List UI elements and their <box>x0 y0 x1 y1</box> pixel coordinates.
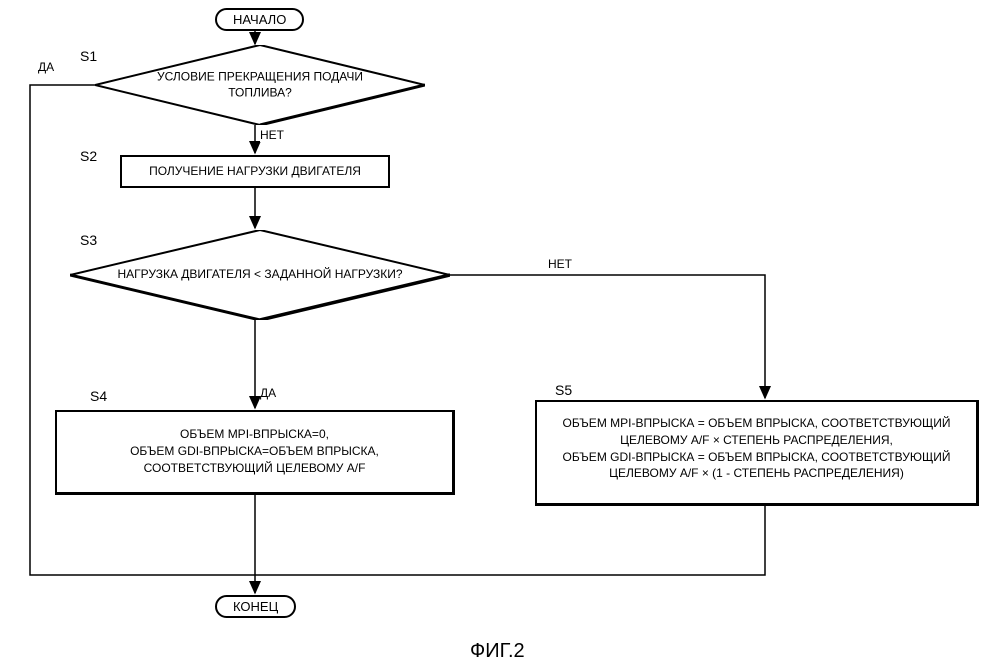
s4-line3: СООТВЕТСТВУЮЩИЙ ЦЕЛЕВОМУ A/F <box>69 460 440 477</box>
s5-line3: ОБЪЕМ GDI-ВПРЫСКА = ОБЪЕМ ВПРЫСКА, СООТВ… <box>549 449 964 466</box>
s2-label: S2 <box>80 148 97 164</box>
start-terminal: НАЧАЛО <box>215 8 304 31</box>
start-text: НАЧАЛО <box>233 12 286 27</box>
figure-label: ФИГ.2 <box>470 640 525 663</box>
s5-line4: ЦЕЛЕВОМУ A/F × (1 - СТЕПЕНЬ РАСПРЕДЕЛЕНИ… <box>549 465 964 482</box>
s2-process: ПОЛУЧЕНИЕ НАГРУЗКИ ДВИГАТЕЛЯ <box>120 155 390 188</box>
s5-label: S5 <box>555 382 572 398</box>
end-text: КОНЕЦ <box>233 599 278 614</box>
s4-line2: ОБЪЕМ GDI-ВПРЫСКА=ОБЪЕМ ВПРЫСКА, <box>69 443 440 460</box>
s3-no-label: НЕТ <box>548 257 572 271</box>
flowchart-container: НАЧАЛО S1 УСЛОВИЕ ПРЕКРАЩЕНИЯ ПОДАЧИ ТОП… <box>0 0 1000 671</box>
s2-text: ПОЛУЧЕНИЕ НАГРУЗКИ ДВИГАТЕЛЯ <box>149 164 361 178</box>
s1-no-label: НЕТ <box>260 128 284 142</box>
s1-text: УСЛОВИЕ ПРЕКРАЩЕНИЯ ПОДАЧИ ТОПЛИВА? <box>128 69 392 100</box>
s3-yes-label: ДА <box>260 386 276 400</box>
s4-line1: ОБЪЕМ MPI-ВПРЫСКА=0, <box>69 426 440 443</box>
s1-yes-label: ДА <box>38 60 54 74</box>
s5-line2: ЦЕЛЕВОМУ A/F × СТЕПЕНЬ РАСПРЕДЕЛЕНИЯ, <box>549 432 964 449</box>
s1-decision: УСЛОВИЕ ПРЕКРАЩЕНИЯ ПОДАЧИ ТОПЛИВА? <box>95 45 425 125</box>
s4-process: ОБЪЕМ MPI-ВПРЫСКА=0, ОБЪЕМ GDI-ВПРЫСКА=О… <box>55 410 455 495</box>
s3-decision: НАГРУЗКА ДВИГАТЕЛЯ < ЗАДАННОЙ НАГРУЗКИ? <box>70 230 450 320</box>
s5-process: ОБЪЕМ MPI-ВПРЫСКА = ОБЪЕМ ВПРЫСКА, СООТВ… <box>535 400 979 506</box>
s5-line1: ОБЪЕМ MPI-ВПРЫСКА = ОБЪЕМ ВПРЫСКА, СООТВ… <box>549 415 964 432</box>
end-terminal: КОНЕЦ <box>215 595 296 618</box>
s3-text: НАГРУЗКА ДВИГАТЕЛЯ < ЗАДАННОЙ НАГРУЗКИ? <box>108 267 412 283</box>
s4-label: S4 <box>90 388 107 404</box>
